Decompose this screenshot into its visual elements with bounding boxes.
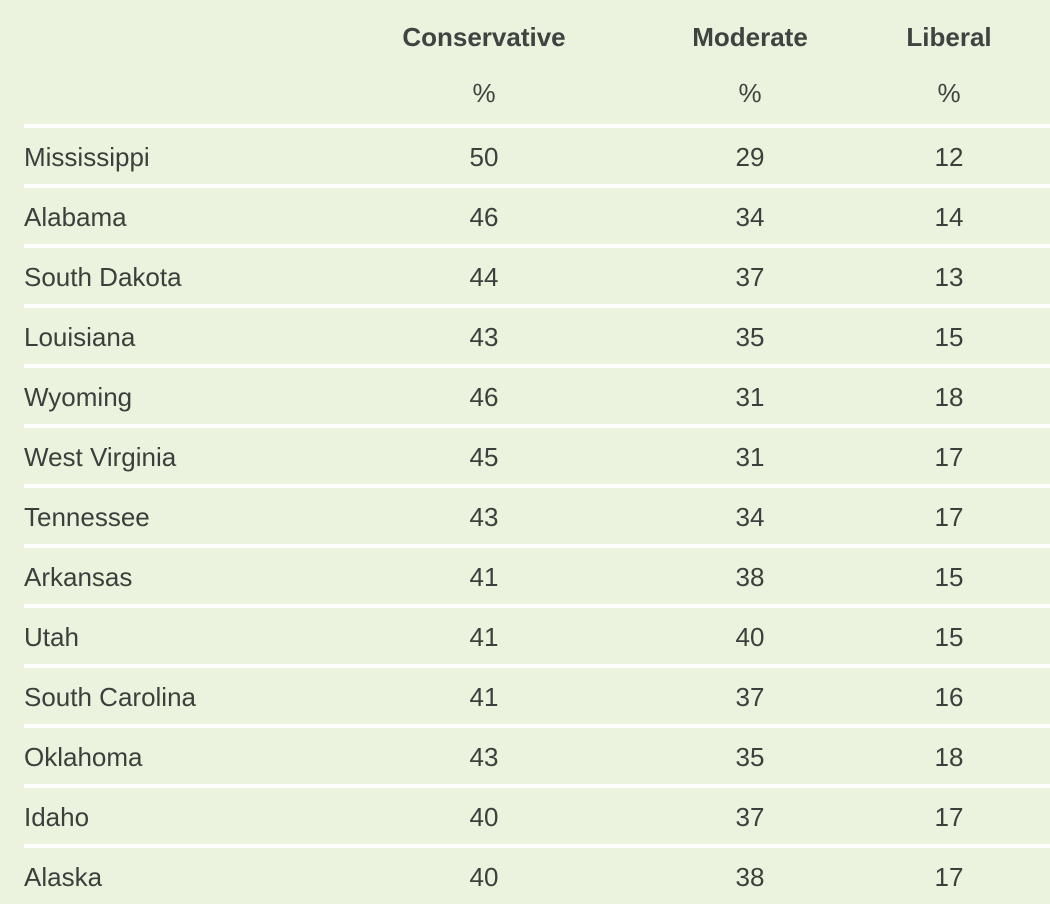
conservative-value-cell: 46 — [469, 202, 499, 232]
row-divider — [24, 364, 1050, 368]
table-row: Idaho 40 37 17 — [24, 788, 1050, 844]
conservative-value-cell: 40 — [469, 802, 499, 832]
liberal-value-cell: 15 — [934, 622, 964, 652]
state-name-cell: Utah — [24, 622, 79, 652]
conservative-value-cell: 41 — [469, 622, 499, 652]
state-name-cell: Idaho — [24, 802, 90, 832]
table-row: South Carolina 41 37 16 — [24, 668, 1050, 724]
row-divider — [24, 544, 1050, 548]
moderate-value-cell: 34 — [735, 502, 765, 532]
table-row: Alaska 40 38 17 — [24, 848, 1050, 904]
liberal-value-cell: 14 — [934, 202, 964, 232]
moderate-value-cell: 29 — [735, 142, 765, 172]
moderate-value-cell: 35 — [735, 322, 765, 352]
state-name-cell: Mississippi — [24, 142, 150, 172]
row-divider — [24, 844, 1050, 848]
table-row: Mississippi 50 29 12 — [24, 128, 1050, 184]
column-header-moderate: Moderate — [692, 22, 808, 52]
moderate-value-cell: 37 — [735, 802, 765, 832]
state-name-cell: Louisiana — [24, 322, 136, 352]
liberal-value-cell: 18 — [934, 742, 964, 772]
table-row: Wyoming 46 31 18 — [24, 368, 1050, 424]
state-name-cell: South Carolina — [24, 682, 196, 712]
column-unit-conservative: % — [472, 78, 496, 108]
column-header-liberal: Liberal — [906, 22, 992, 52]
moderate-value-cell: 40 — [735, 622, 765, 652]
liberal-value-cell: 15 — [934, 322, 964, 352]
column-header-conservative: Conservative — [402, 22, 566, 52]
row-divider — [24, 664, 1050, 668]
row-divider — [24, 184, 1050, 188]
table-row: Utah 41 40 15 — [24, 608, 1050, 664]
row-divider — [24, 424, 1050, 428]
moderate-value-cell: 37 — [735, 682, 765, 712]
column-unit-moderate: % — [738, 78, 762, 108]
row-divider — [24, 724, 1050, 728]
ideology-table: Conservative Moderate Liberal % % % Miss… — [24, 0, 1050, 904]
moderate-value-cell: 37 — [735, 262, 765, 292]
conservative-value-cell: 50 — [469, 142, 499, 172]
table-row: South Dakota 44 37 13 — [24, 248, 1050, 304]
state-name-cell: Oklahoma — [24, 742, 143, 772]
state-name-cell: Arkansas — [24, 562, 133, 592]
state-name-cell: Alaska — [24, 862, 103, 892]
liberal-value-cell: 16 — [934, 682, 964, 712]
liberal-value-cell: 17 — [934, 862, 964, 892]
row-divider — [24, 484, 1050, 488]
conservative-value-cell: 43 — [469, 742, 499, 772]
table-row: Oklahoma 43 35 18 — [24, 728, 1050, 784]
row-divider — [24, 604, 1050, 608]
liberal-value-cell: 15 — [934, 562, 964, 592]
state-name-cell: South Dakota — [24, 262, 182, 292]
liberal-value-cell: 12 — [934, 142, 964, 172]
state-name-cell: West Virginia — [24, 442, 177, 472]
moderate-value-cell: 31 — [735, 442, 765, 472]
liberal-value-cell: 17 — [934, 802, 964, 832]
conservative-value-cell: 40 — [469, 862, 499, 892]
moderate-value-cell: 38 — [735, 862, 765, 892]
liberal-value-cell: 17 — [934, 442, 964, 472]
conservative-value-cell: 41 — [469, 682, 499, 712]
table-body: Mississippi 50 29 12 Alabama 46 34 14 South Dako… — [24, 124, 1050, 904]
state-name-cell: Wyoming — [24, 382, 133, 412]
liberal-value-cell: 18 — [934, 382, 964, 412]
state-name-cell: Alabama — [24, 202, 127, 232]
row-divider — [24, 304, 1050, 308]
table-header: Conservative Moderate Liberal % % % — [24, 0, 1050, 124]
moderate-value-cell: 35 — [735, 742, 765, 772]
table-row: Tennessee 43 34 17 — [24, 488, 1050, 544]
row-divider — [24, 784, 1050, 788]
row-divider — [24, 124, 1050, 128]
table-row: Louisiana 43 35 15 — [24, 308, 1050, 364]
column-unit-liberal: % — [937, 78, 961, 108]
moderate-value-cell: 34 — [735, 202, 765, 232]
liberal-value-cell: 17 — [934, 502, 964, 532]
conservative-value-cell: 46 — [469, 382, 499, 412]
row-divider — [24, 244, 1050, 248]
liberal-value-cell: 13 — [934, 262, 964, 292]
table-row: Arkansas 41 38 15 — [24, 548, 1050, 604]
moderate-value-cell: 31 — [735, 382, 765, 412]
moderate-value-cell: 38 — [735, 562, 765, 592]
state-name-cell: Tennessee — [24, 502, 150, 532]
table-row: Alabama 46 34 14 — [24, 188, 1050, 244]
conservative-value-cell: 43 — [469, 322, 499, 352]
table-row: West Virginia 45 31 17 — [24, 428, 1050, 484]
conservative-value-cell: 41 — [469, 562, 499, 592]
conservative-value-cell: 45 — [469, 442, 499, 472]
conservative-value-cell: 44 — [469, 262, 499, 292]
conservative-value-cell: 43 — [469, 502, 499, 532]
